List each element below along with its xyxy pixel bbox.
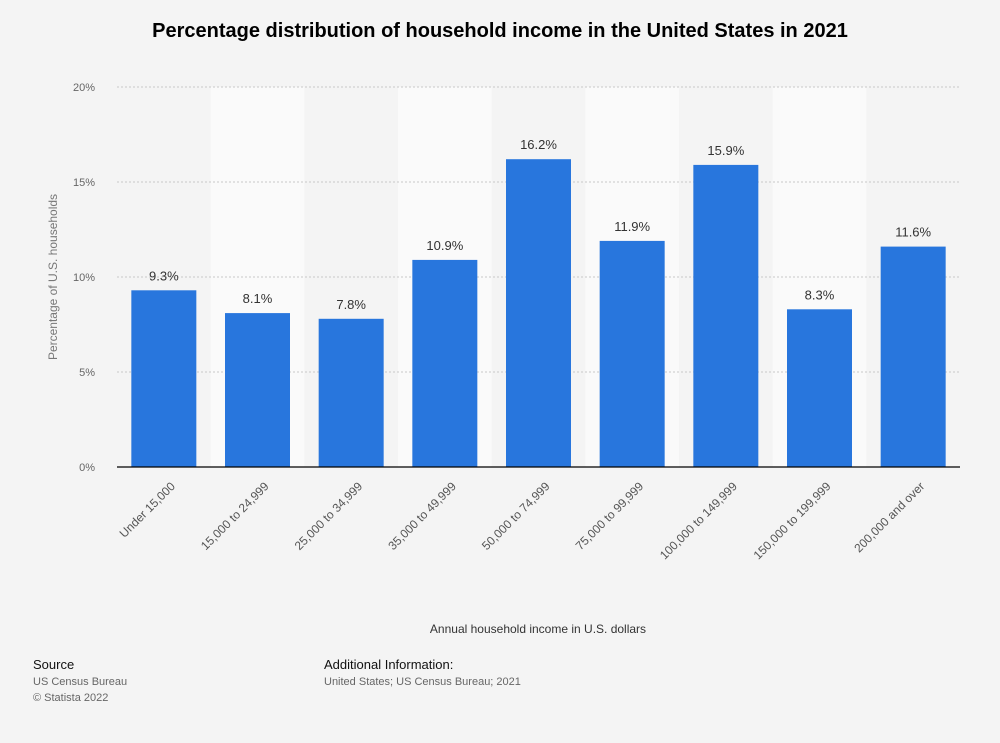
bar[interactable] bbox=[599, 240, 665, 467]
x-tick-label: 50,000 to 74,999 bbox=[479, 479, 553, 553]
additional-info-heading: Additional Information: bbox=[324, 657, 454, 672]
y-tick-label: 0% bbox=[79, 462, 95, 474]
y-tick-label: 15% bbox=[73, 177, 95, 189]
bar[interactable] bbox=[412, 259, 478, 467]
x-tick-label: 15,000 to 24,999 bbox=[198, 479, 272, 553]
source-name[interactable]: US Census Bureau bbox=[33, 676, 128, 688]
bar[interactable] bbox=[787, 309, 852, 467]
bar[interactable] bbox=[693, 164, 759, 467]
x-tick-label: 150,000 to 199,999 bbox=[751, 479, 834, 562]
bar[interactable] bbox=[506, 159, 571, 467]
copyright-text: © Statista 2022 bbox=[33, 692, 109, 704]
x-tick-label: 75,000 to 99,999 bbox=[573, 479, 647, 553]
x-tick-label: 35,000 to 49,999 bbox=[385, 479, 459, 553]
data-label: 10.9% bbox=[426, 238, 463, 253]
chart-title: Percentage distribution of household inc… bbox=[152, 20, 848, 42]
bar[interactable] bbox=[880, 246, 946, 467]
x-tick-label: 100,000 to 149,999 bbox=[657, 479, 740, 562]
additional-info-text: United States; US Census Bureau; 2021 bbox=[324, 676, 521, 688]
data-label: 11.6% bbox=[895, 225, 931, 240]
data-label: 11.9% bbox=[614, 219, 650, 234]
data-label: 16.2% bbox=[520, 137, 557, 152]
x-tick-label: 25,000 to 34,999 bbox=[292, 479, 366, 553]
y-tick-label: 10% bbox=[73, 272, 95, 284]
bar[interactable] bbox=[131, 290, 197, 467]
bar[interactable] bbox=[225, 313, 290, 467]
data-label: 15.9% bbox=[707, 143, 744, 158]
data-label: 9.3% bbox=[149, 268, 179, 283]
source-heading: Source bbox=[33, 657, 75, 672]
y-axis-title: Percentage of U.S. households bbox=[46, 194, 60, 360]
y-tick-label: 20% bbox=[73, 82, 95, 94]
data-label: 8.1% bbox=[243, 291, 273, 306]
x-tick-label: Under 15,000 bbox=[117, 479, 179, 541]
x-axis-title: Annual household income in U.S. dollars bbox=[430, 622, 646, 636]
x-tick-label: 200,000 and over bbox=[851, 479, 927, 555]
bar[interactable] bbox=[318, 318, 384, 467]
data-label: 8.3% bbox=[805, 287, 835, 302]
data-label: 7.8% bbox=[336, 297, 366, 312]
y-tick-label: 5% bbox=[79, 367, 95, 379]
bar-chart: 0% 5% 10% 15% 20% 9.3% Under 15,000 8.1% 15,000 … bbox=[46, 82, 960, 636]
